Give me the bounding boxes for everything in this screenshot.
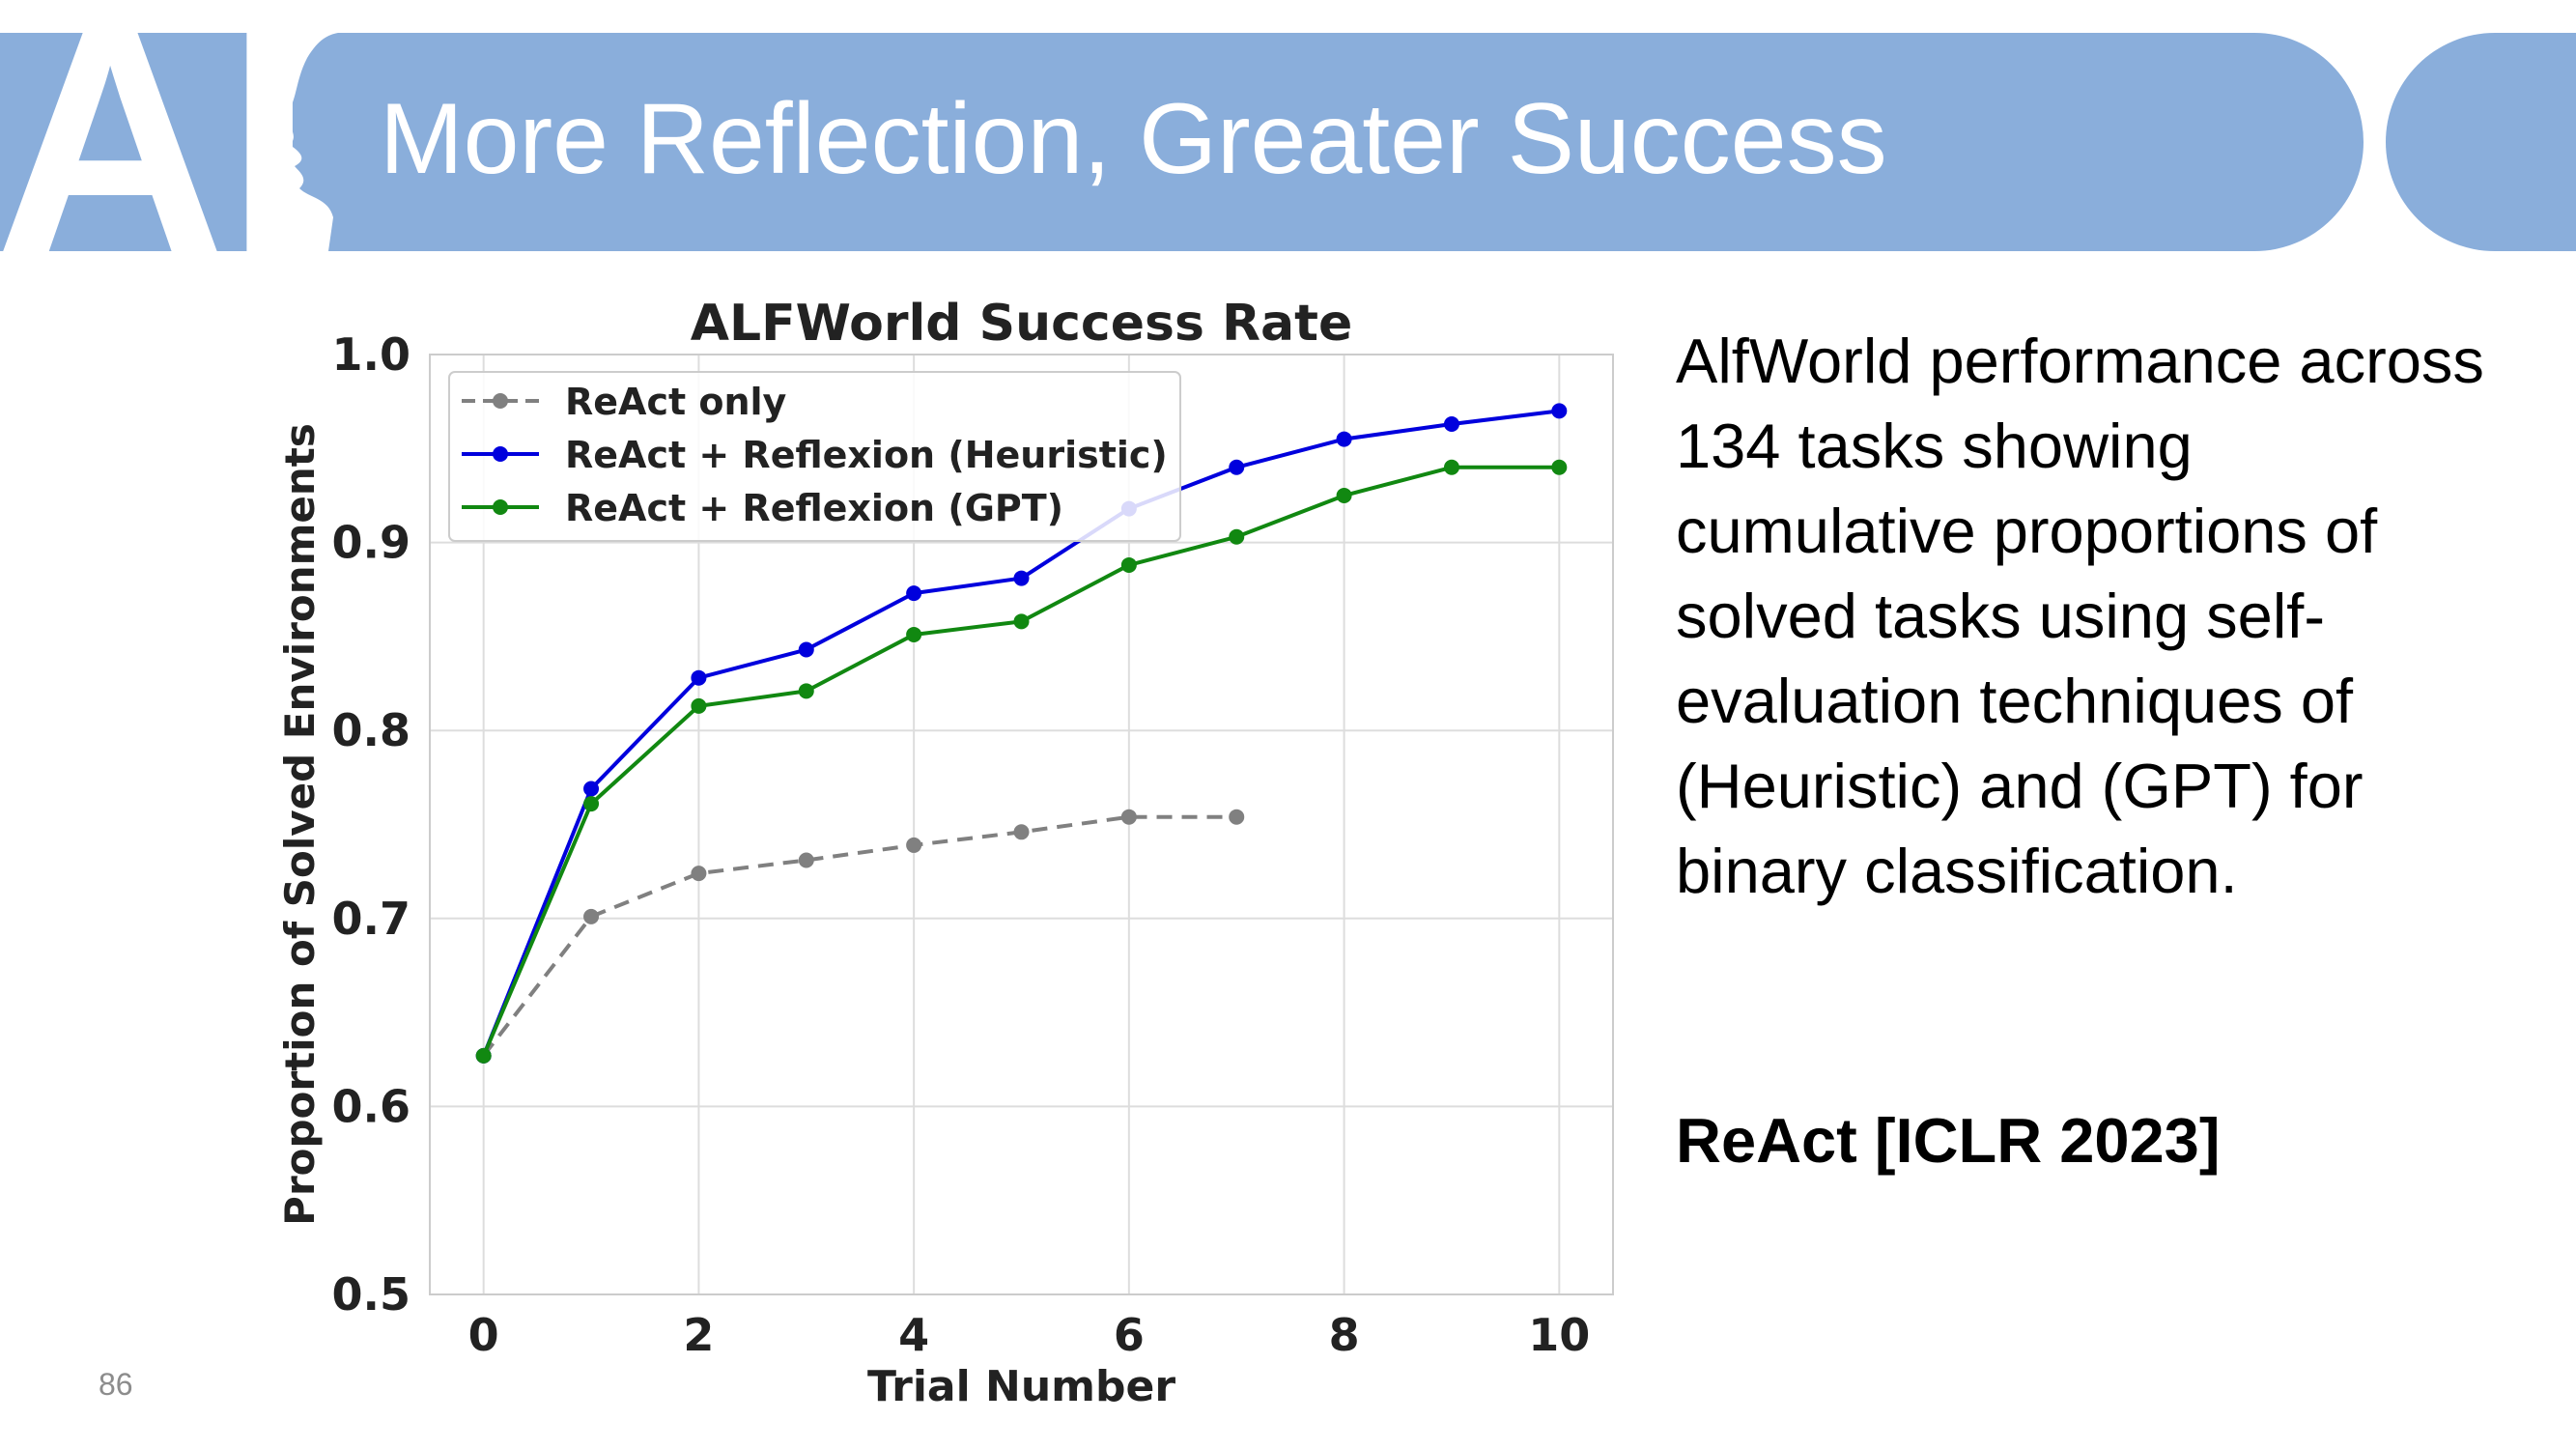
y-tick-label: 0.5 xyxy=(332,1268,411,1321)
legend-entry: ReAct only xyxy=(565,381,787,423)
data-point xyxy=(691,866,707,882)
page-number: 86 xyxy=(99,1367,133,1402)
y-tick-label: 0.8 xyxy=(332,704,411,756)
x-axis-label: Trial Number xyxy=(867,1362,1175,1411)
series-line xyxy=(482,814,1237,1058)
plot-frame xyxy=(429,354,1614,1295)
data-point xyxy=(1120,809,1137,825)
citation-text: ReAct [ICLR 2023] xyxy=(1676,1105,2221,1176)
data-point xyxy=(1443,416,1459,433)
data-point xyxy=(798,852,814,868)
y-tick-label: 0.7 xyxy=(332,893,411,945)
data-point xyxy=(691,697,707,714)
chart-title: ALFWorld Success Rate xyxy=(691,295,1353,353)
data-point xyxy=(1443,459,1459,475)
y-tick-label: 1.0 xyxy=(332,328,411,381)
title-banner: AI xyxy=(0,0,2576,261)
data-point xyxy=(1336,431,1352,447)
series-0 xyxy=(475,809,1245,1064)
legend-marker xyxy=(493,499,508,515)
data-point xyxy=(1013,613,1030,630)
data-point xyxy=(906,585,922,602)
data-point xyxy=(583,908,600,924)
series-layer xyxy=(475,403,1568,1064)
data-point xyxy=(1013,824,1030,840)
description-text: AlfWorld performance across 134 tasks sh… xyxy=(1676,326,2484,906)
x-tick-label: 4 xyxy=(898,1309,929,1361)
data-point xyxy=(906,837,922,853)
tick-labels: 0 2 4 6 8 10 0.5 0.6 0.7 0.8 0.9 1.0 xyxy=(332,328,1591,1361)
banner-right-cap xyxy=(2386,33,2576,251)
data-point xyxy=(798,641,814,658)
x-tick-label: 8 xyxy=(1329,1309,1360,1361)
legend-entry: ReAct + Reflexion (Heuristic) xyxy=(565,434,1168,476)
data-point xyxy=(1551,403,1568,419)
banner-bar-left-fill xyxy=(0,33,193,251)
x-tick-label: 6 xyxy=(1114,1309,1145,1361)
y-axis-label: Proportion of Solved Environments xyxy=(276,423,324,1226)
data-point xyxy=(1120,556,1137,573)
legend-marker xyxy=(493,446,508,462)
x-tick-label: 0 xyxy=(468,1309,499,1361)
y-tick-label: 0.9 xyxy=(332,517,411,569)
data-point xyxy=(798,683,814,699)
chart-legend: ReAct only ReAct + Reflexion (Heuristic) R… xyxy=(448,371,1181,542)
x-tick-label: 10 xyxy=(1528,1309,1590,1361)
slide-title: More Reflection, Greater Success xyxy=(380,83,1887,195)
legend-box xyxy=(448,371,1181,542)
data-point xyxy=(475,1047,492,1064)
y-tick-label: 0.6 xyxy=(332,1080,411,1132)
legend-entry: ReAct + Reflexion (GPT) xyxy=(565,487,1063,529)
legend-marker xyxy=(493,393,508,409)
data-point xyxy=(583,796,600,812)
data-point xyxy=(583,781,600,797)
data-point xyxy=(691,669,707,686)
series-2 xyxy=(475,459,1568,1064)
x-tick-label: 2 xyxy=(683,1309,714,1361)
head-silhouette-icon xyxy=(259,33,338,251)
data-point xyxy=(1229,459,1245,475)
data-point xyxy=(1013,570,1030,586)
data-point xyxy=(906,626,922,642)
data-point xyxy=(1551,459,1568,475)
banner-bar xyxy=(0,33,2364,251)
series-line xyxy=(481,465,1560,1057)
data-point xyxy=(1229,528,1245,545)
data-point xyxy=(1336,487,1352,503)
data-point xyxy=(1229,809,1245,825)
